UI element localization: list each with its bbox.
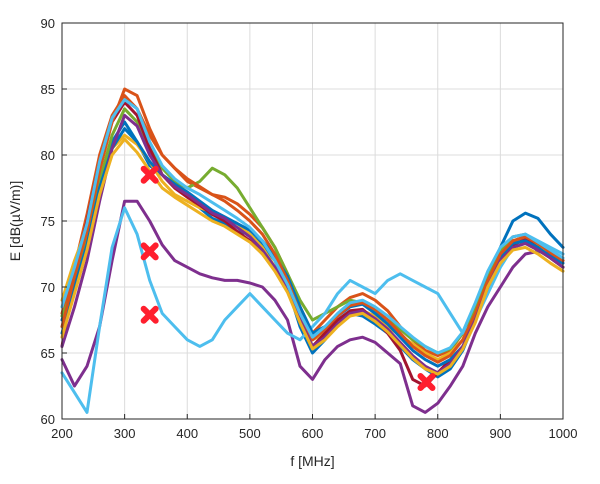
cross-marker [140,165,159,184]
x-tick-label: 400 [176,426,198,441]
series-line-s12 [60,137,565,376]
x-tick-label: 200 [51,426,73,441]
grid [61,22,564,420]
series-line-s4 [60,199,565,414]
cross-marker [417,373,436,392]
y-tick-label: 65 [41,346,55,361]
x-tick-label: 900 [490,426,512,441]
x-tick-label: 500 [239,426,261,441]
x-tick-label: 800 [427,426,449,441]
x-tick-label: 600 [302,426,324,441]
x-axis-label: f [MHz] [290,453,334,469]
marker-layer [140,165,436,392]
series-line-s11 [60,98,565,355]
cross-marker [140,242,159,261]
series-layer [60,87,565,414]
y-tick-label: 60 [41,412,55,427]
y-tick-label: 70 [41,280,55,295]
x-tick-label: 700 [364,426,386,441]
y-tick-label: 90 [41,16,55,31]
tick-layer: 200 300 400 500 600 700 800 900 1000 60 65 70 75 80 85… [41,16,578,441]
x-tick-label: 300 [114,426,136,441]
y-tick-label: 80 [41,148,55,163]
y-tick-label: 85 [41,82,55,97]
y-tick-label: 75 [41,214,55,229]
y-axis-label: E [dB(µV/m)] [7,181,23,261]
cross-marker [140,305,159,324]
series-line-s9 [60,87,565,364]
x-tick-label: 1000 [549,426,578,441]
